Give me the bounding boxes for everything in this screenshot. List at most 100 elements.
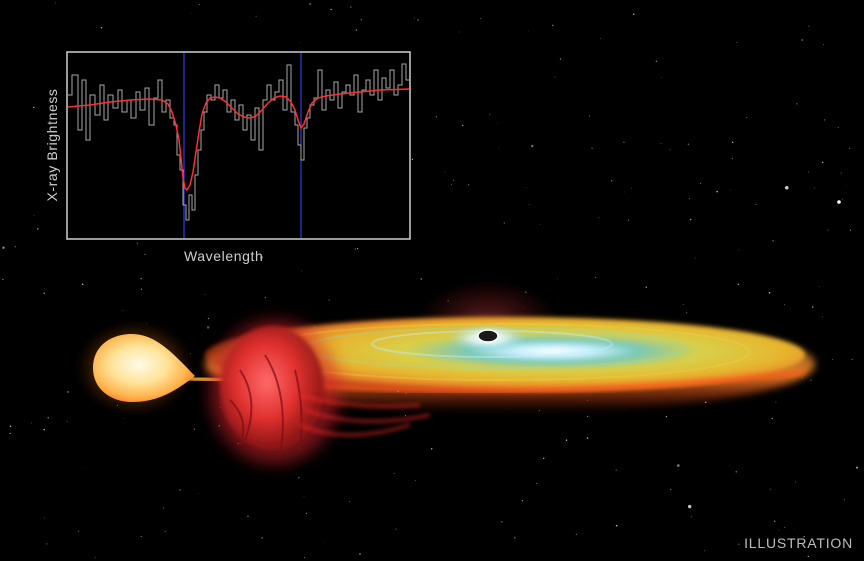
star-dot — [807, 555, 809, 558]
star-dot — [670, 489, 672, 491]
star-dot — [586, 437, 589, 439]
star-dot — [458, 31, 460, 33]
star-dot — [46, 543, 48, 545]
star-dot — [811, 306, 814, 308]
star-dot — [357, 248, 359, 250]
star-dot — [43, 292, 45, 294]
star-dot — [37, 228, 39, 230]
spectrum-inset — [66, 51, 411, 240]
star-dot — [732, 141, 734, 143]
star-dot — [682, 304, 684, 306]
star-dot — [527, 30, 529, 32]
star-dot — [354, 248, 356, 250]
star-dot — [813, 187, 815, 189]
star-dot — [645, 286, 647, 288]
star-dot — [141, 288, 143, 290]
star-dot — [420, 278, 423, 280]
star-dot — [837, 126, 839, 129]
bright-star — [837, 200, 841, 204]
star-dot — [2, 278, 4, 280]
star-dot — [52, 171, 54, 173]
star-dot — [360, 19, 362, 21]
star-dot — [557, 278, 559, 280]
star-dot — [855, 466, 859, 469]
star-dot — [54, 2, 57, 4]
star-dot — [633, 13, 635, 15]
star-dot — [260, 255, 264, 259]
star-dot — [610, 180, 613, 182]
star-dot — [9, 432, 11, 435]
star-dot — [309, 3, 311, 5]
star-dot — [810, 379, 812, 382]
star-dot — [514, 537, 516, 539]
illustration-caption: ILLUSTRATION — [744, 535, 853, 551]
star-dot — [827, 229, 829, 231]
star-dot — [44, 517, 45, 519]
star-dot — [600, 38, 601, 39]
star-dot — [30, 422, 32, 424]
star-dot — [795, 481, 796, 483]
star-dot — [328, 299, 330, 301]
star-dot — [526, 187, 527, 188]
star-dot — [94, 556, 96, 558]
star-dot — [694, 257, 696, 259]
star-dot — [47, 416, 49, 419]
star-dot — [417, 19, 419, 21]
star-dot — [163, 507, 165, 509]
star-dot — [411, 158, 413, 160]
star-dot — [737, 283, 740, 286]
star-dot — [705, 401, 707, 403]
star-dot — [191, 12, 192, 14]
star-dot — [615, 469, 617, 471]
star-dot — [598, 217, 600, 219]
star-dot — [687, 143, 690, 146]
star-dot — [480, 18, 482, 20]
star-dot — [350, 6, 352, 8]
star-dot — [198, 3, 200, 5]
star-dot — [685, 311, 688, 314]
star-dot — [771, 417, 773, 420]
star-dot — [565, 439, 568, 441]
star-dot — [738, 543, 740, 545]
star-dot — [144, 253, 146, 255]
star-dot — [704, 550, 705, 552]
star-dot — [669, 149, 671, 150]
star-dot — [348, 500, 350, 502]
star-dot — [355, 29, 358, 31]
star-dot — [303, 557, 305, 559]
star-dot — [204, 293, 206, 295]
star-dot — [689, 218, 692, 221]
star-dot — [796, 103, 798, 105]
star-dot — [768, 292, 771, 294]
star-dot — [81, 283, 84, 286]
star-dot — [840, 172, 842, 174]
star-dot — [539, 223, 541, 225]
donor-star — [77, 322, 195, 414]
star-dot — [746, 116, 748, 118]
star-dot — [690, 516, 692, 518]
star-dot — [2, 246, 5, 249]
star-dot — [85, 393, 86, 395]
star-dot — [755, 203, 757, 206]
star-dot — [665, 416, 668, 418]
star-dot — [819, 286, 820, 288]
star-dot — [299, 41, 301, 43]
star-dot — [823, 43, 825, 45]
star-dot — [33, 106, 35, 109]
star-dot — [435, 116, 438, 118]
star-dot — [393, 472, 395, 474]
star-dot — [395, 528, 397, 530]
star-dot — [631, 187, 633, 189]
star-dot — [591, 147, 593, 149]
star-dot — [623, 141, 625, 143]
y-axis-label: X-ray Brightness — [44, 88, 60, 202]
star-dot — [264, 297, 266, 299]
star-dot — [123, 418, 125, 420]
star-dot — [849, 147, 851, 149]
star-dot — [689, 198, 691, 200]
star-dot — [9, 425, 12, 427]
star-dot — [497, 147, 499, 149]
star-dot — [179, 489, 181, 491]
star-dot — [594, 276, 596, 278]
